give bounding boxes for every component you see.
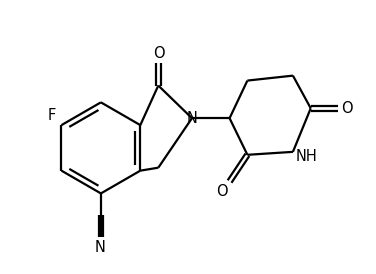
- Text: F: F: [47, 108, 56, 123]
- Text: O: O: [216, 184, 227, 199]
- Text: O: O: [341, 101, 353, 116]
- Text: N: N: [94, 240, 105, 255]
- Text: NH: NH: [296, 149, 318, 164]
- Text: N: N: [186, 111, 197, 126]
- Text: O: O: [153, 46, 165, 61]
